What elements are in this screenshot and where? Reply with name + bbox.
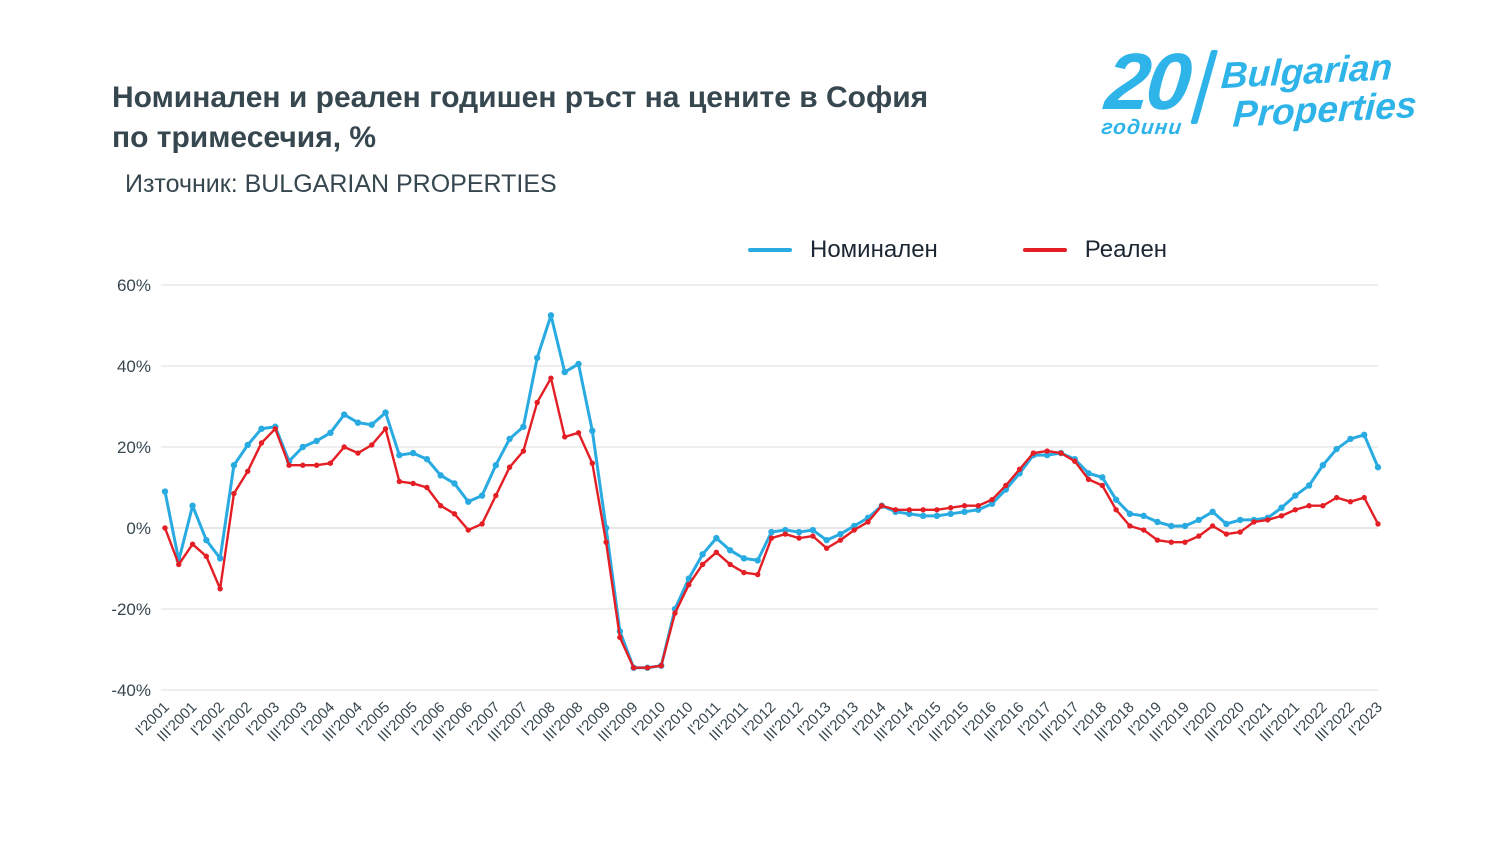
chart-title-line1: Номинален и реален годишен ръст на ценит… xyxy=(112,81,929,114)
legend-label-real: Реален xyxy=(1084,236,1168,263)
svg-text:0%: 0% xyxy=(126,519,151,538)
svg-text:-40%: -40% xyxy=(111,681,151,700)
svg-text:60%: 60% xyxy=(117,276,151,295)
legend-item-real: Реален xyxy=(1022,236,1168,264)
chart-legend: Номинален Реален xyxy=(748,236,1167,264)
legend-item-nominal: Номинален xyxy=(748,236,938,264)
svg-text:-20%: -20% xyxy=(111,600,151,619)
chart-title-line2: по тримесечия, % xyxy=(112,121,377,154)
svg-text:40%: 40% xyxy=(117,357,151,376)
svg-text:20%: 20% xyxy=(117,438,151,457)
legend-swatch-nominal-icon xyxy=(748,248,792,252)
legend-swatch-real-icon xyxy=(1022,248,1067,252)
chart-source: Източник: BULGARIAN PROPERTIES xyxy=(125,170,557,198)
legend-label-nominal: Номинален xyxy=(810,236,938,263)
chart-title: Номинален и реален годишен ръст на ценит… xyxy=(112,78,1092,158)
